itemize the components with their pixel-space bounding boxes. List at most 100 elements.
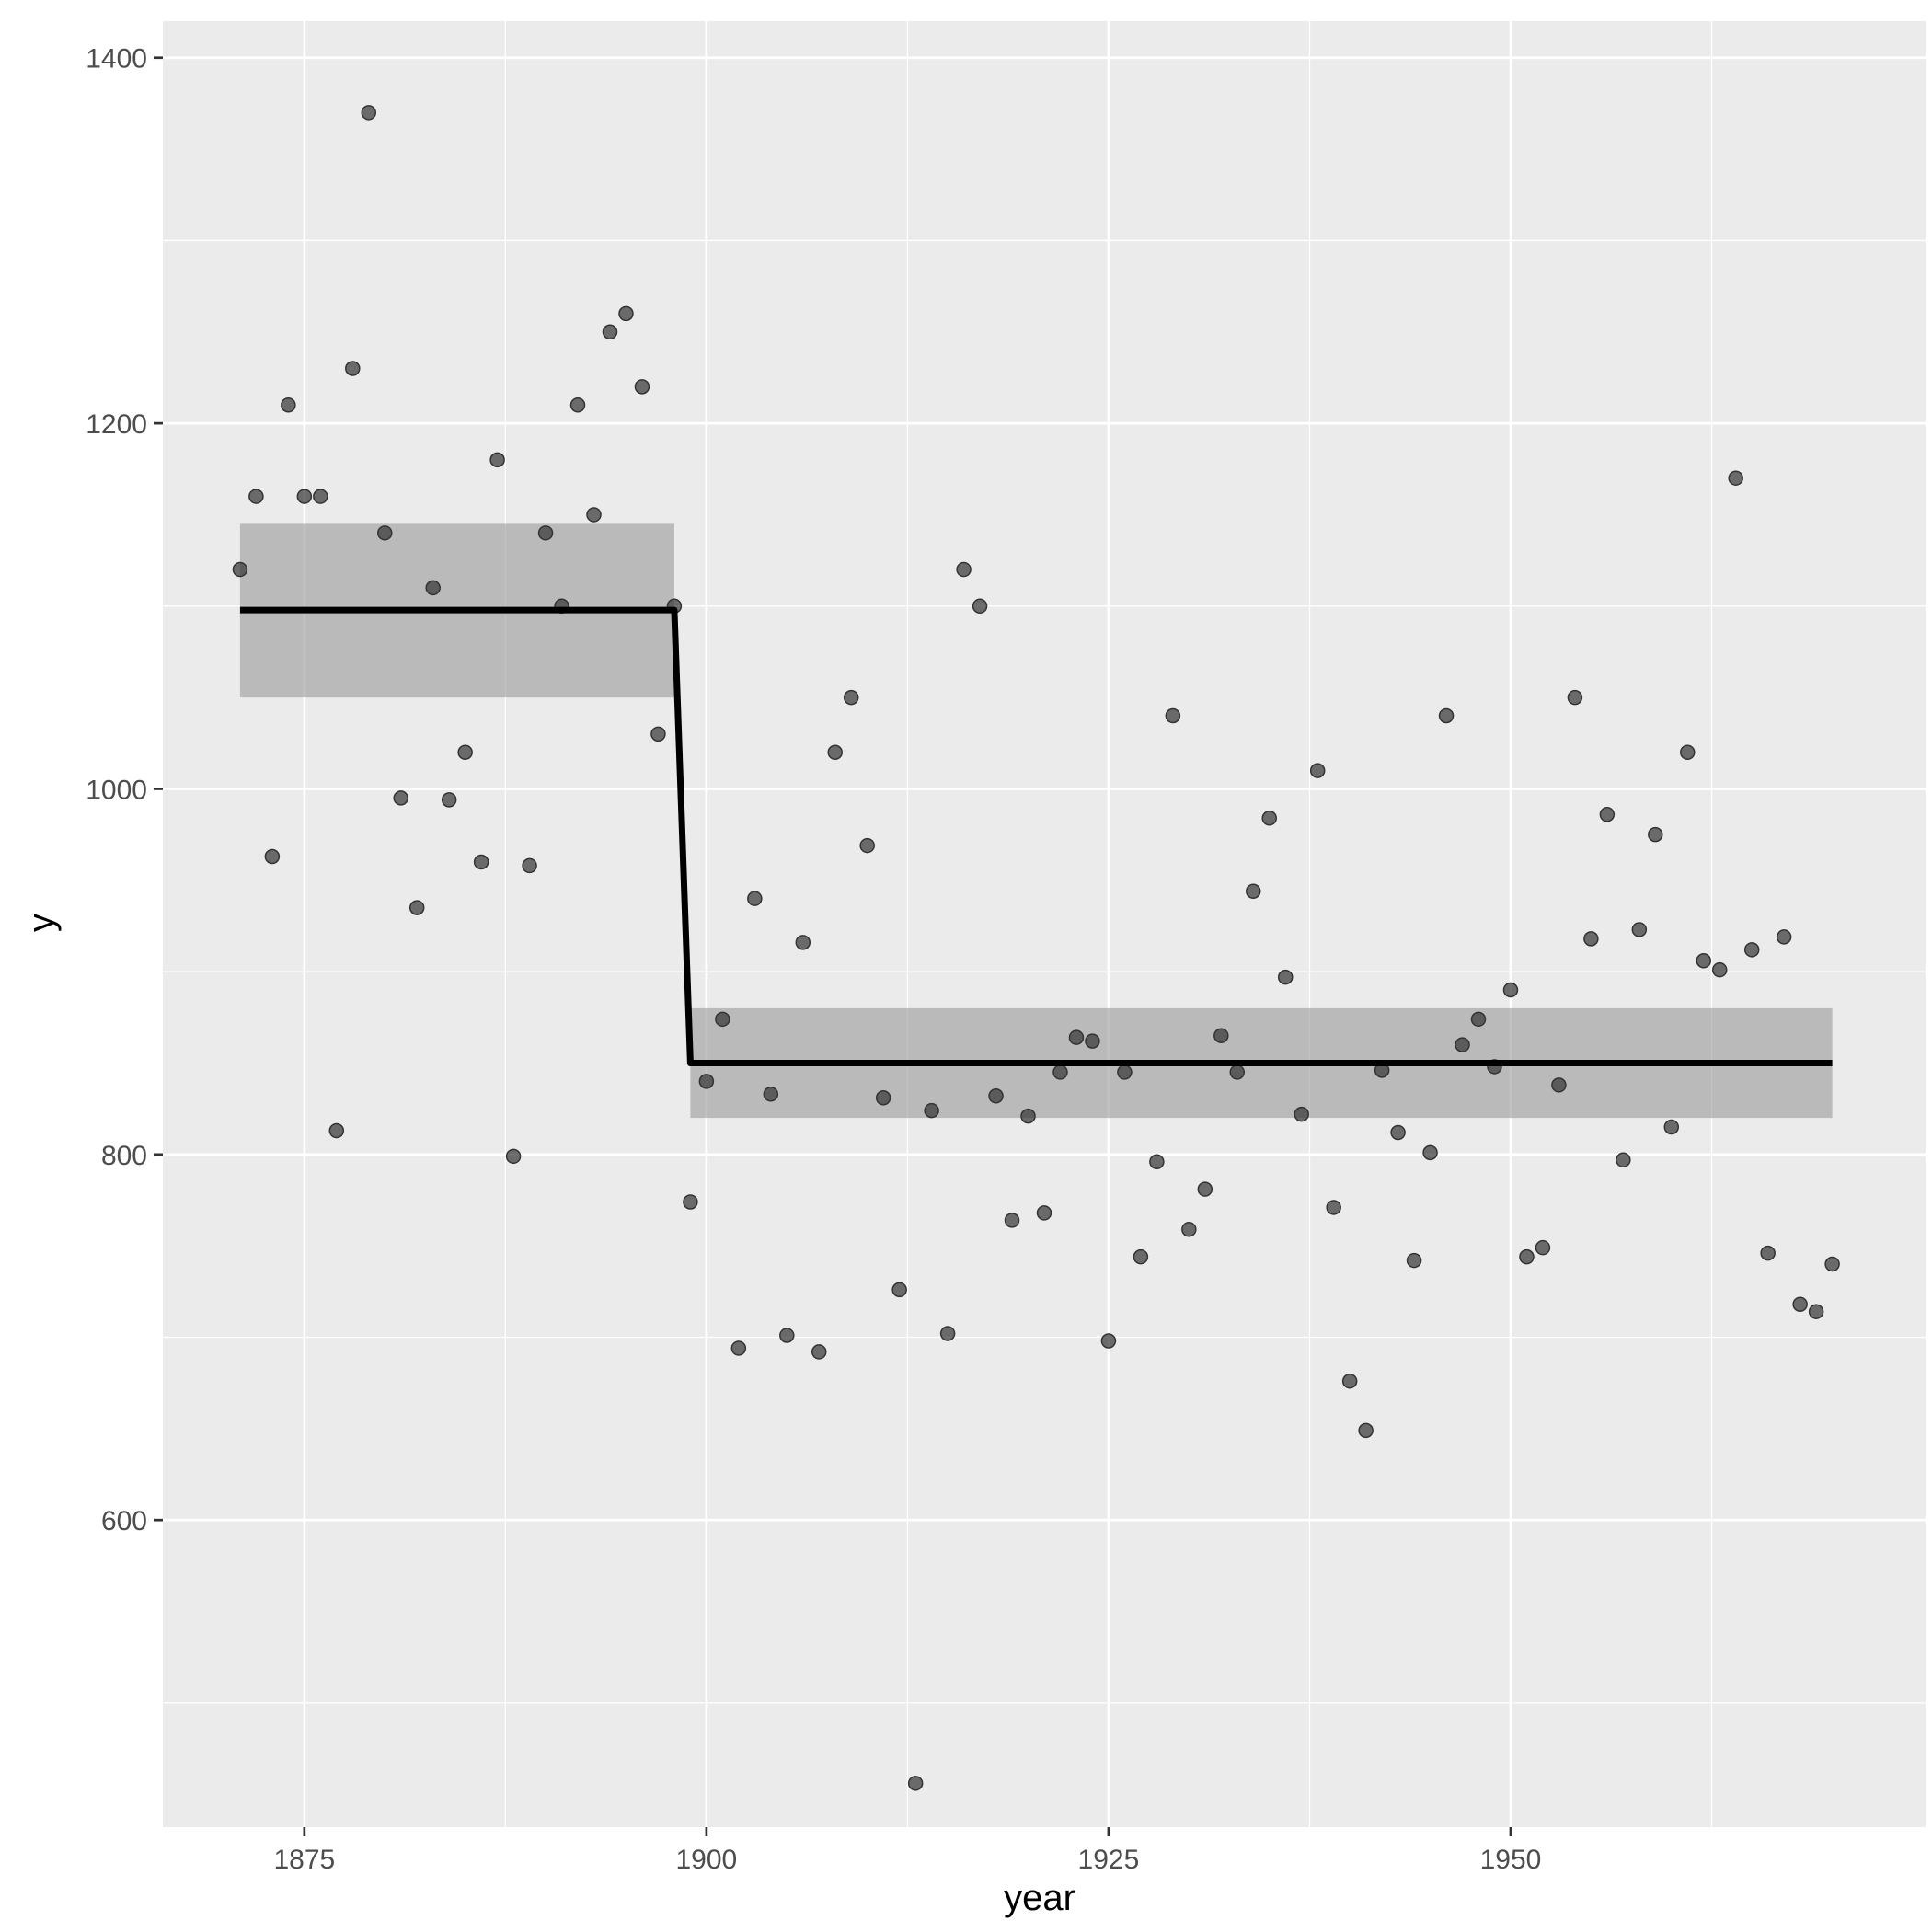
data-point [924, 1102, 939, 1119]
data-point [779, 1328, 795, 1343]
data-point [811, 1344, 827, 1360]
data-point [1406, 1252, 1422, 1269]
data-point [425, 580, 441, 596]
y-tick-label: 1000 [86, 775, 147, 805]
data-point [313, 489, 328, 504]
y-axis-title: y [21, 914, 62, 932]
data-point [248, 489, 264, 504]
data-point [376, 525, 393, 541]
data-point [1792, 1296, 1808, 1313]
y-tick-label: 1200 [86, 409, 147, 440]
data-point [457, 744, 473, 760]
data-point [1535, 1239, 1551, 1256]
data-point [1004, 1213, 1020, 1228]
data-point [393, 790, 408, 806]
data-point [264, 848, 281, 865]
data-point [1680, 744, 1696, 760]
data-point [1261, 811, 1277, 826]
data-point [1583, 931, 1599, 947]
data-point [618, 305, 634, 322]
data-point [907, 1776, 924, 1791]
data-point [1197, 1181, 1213, 1197]
data-point [698, 1074, 715, 1089]
y-tick-label: 1400 [86, 44, 147, 75]
data-point [1294, 1106, 1309, 1122]
data-point [1181, 1222, 1197, 1237]
data-point [683, 1194, 698, 1210]
data-point [1743, 942, 1760, 958]
data-point [988, 1088, 1004, 1104]
data-point [1776, 929, 1792, 945]
data-point [1117, 1064, 1133, 1080]
data-point [345, 361, 361, 376]
plot-panel [163, 21, 1926, 1827]
y-tick-label: 600 [101, 1506, 147, 1536]
data-point [875, 1090, 891, 1106]
data-point [827, 744, 843, 760]
data-point [537, 525, 554, 541]
x-tick-label: 1950 [1480, 1845, 1542, 1875]
data-point [1165, 707, 1181, 724]
data-point [939, 1326, 956, 1341]
data-point [1309, 763, 1326, 778]
data-point [1760, 1245, 1776, 1261]
data-point [634, 379, 650, 395]
fit-line-layer [239, 606, 1833, 1067]
data-point [408, 900, 425, 915]
data-point [1696, 952, 1712, 969]
data-point [1390, 1124, 1406, 1141]
data-point [1438, 707, 1455, 724]
data-point [1036, 1205, 1052, 1221]
data-point [1133, 1248, 1149, 1265]
x-axis-title: year [1004, 1878, 1075, 1918]
data-point [1052, 1064, 1068, 1080]
data-point [296, 489, 313, 504]
data-point [1020, 1108, 1036, 1124]
data-point [730, 1340, 747, 1356]
data-point [1341, 1373, 1358, 1389]
data-point [232, 561, 248, 578]
data-point [1824, 1256, 1840, 1272]
data-point [763, 1087, 779, 1102]
data-point [441, 792, 457, 808]
data-point [1229, 1064, 1246, 1080]
data-point [843, 689, 859, 706]
data-point [795, 935, 811, 950]
data-point [1246, 883, 1261, 899]
data-point [361, 105, 377, 121]
data-point [569, 397, 586, 413]
data-point [602, 324, 618, 340]
data-point [1808, 1304, 1824, 1319]
x-axis: 1875 1900 1925 1950 [273, 1827, 1541, 1875]
data-point [747, 891, 763, 906]
data-point [1648, 826, 1663, 843]
data-point [1728, 470, 1743, 486]
data-point [489, 452, 505, 468]
data-point [1599, 807, 1616, 822]
data-point [281, 397, 296, 413]
data-point [328, 1122, 345, 1139]
data-point [1470, 1011, 1487, 1028]
x-tick-label: 1925 [1078, 1845, 1140, 1875]
data-point [891, 1282, 907, 1298]
data-point [715, 1011, 730, 1028]
data-point [473, 854, 489, 870]
grid-major [163, 21, 1926, 1827]
data-point [1631, 922, 1648, 937]
data-point [859, 837, 875, 854]
data-point [972, 598, 988, 615]
data-point [1455, 1037, 1470, 1052]
fit-line [239, 606, 1833, 1067]
data-point [1358, 1422, 1374, 1439]
data-point [1422, 1144, 1438, 1161]
data-point [1326, 1200, 1341, 1215]
y-tick-label: 800 [101, 1141, 147, 1171]
data-point [1213, 1028, 1229, 1043]
data-point [586, 507, 602, 523]
data-point [1567, 689, 1583, 706]
data-point [1711, 961, 1728, 978]
data-point [1149, 1154, 1165, 1170]
data-points [232, 105, 1840, 1791]
y-axis: 600 800 1000 1200 1400 [86, 44, 163, 1536]
